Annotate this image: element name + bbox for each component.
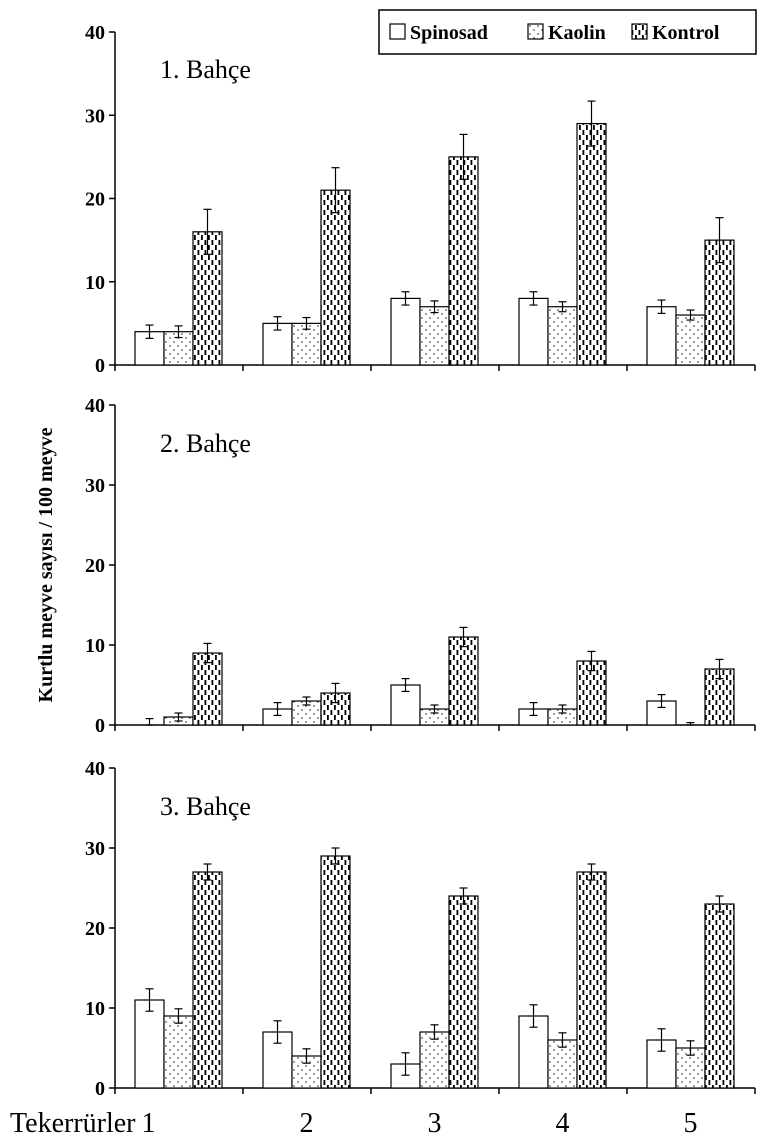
bar-kaolin-4 [547, 1039, 578, 1089]
x-category-label-3: 3 [428, 1108, 442, 1139]
legend-swatch-kontrol [631, 23, 648, 40]
panel-title: 2. Bahçe [160, 429, 251, 458]
bar-kontrol-2 [320, 855, 351, 1089]
bar-kontrol-4 [576, 871, 607, 1089]
legend-label-kontrol: Kontrol [652, 22, 720, 44]
bar-spinosad-3 [390, 297, 421, 366]
y-tick-label: 10 [85, 272, 105, 294]
panel-title: 1. Bahçe [160, 55, 251, 84]
bar-spinosad-5 [646, 306, 677, 366]
y-tick-label: 40 [85, 395, 105, 417]
bar-spinosad-4 [518, 297, 549, 366]
y-tick-label: 0 [95, 715, 105, 737]
bar-kontrol-4 [576, 122, 607, 366]
panel-2: 0 10 20 30 40 2. Bahçe [85, 395, 756, 737]
y-tick-label: 10 [85, 998, 105, 1020]
y-tick-label: 40 [85, 22, 105, 44]
bar-kontrol-2 [320, 189, 351, 366]
panel-1: 0 10 20 30 40 1. Bahçe [85, 22, 756, 377]
bar-kaolin-4 [547, 306, 578, 366]
bar-spinosad-1 [134, 999, 165, 1089]
x-category-label-5: 5 [684, 1108, 698, 1139]
bar-kontrol-1 [192, 652, 223, 726]
y-tick-label: 40 [85, 758, 105, 780]
panel-3: 0 10 20 30 40 3. Bahçe [85, 758, 756, 1100]
x-category-label-4: 4 [556, 1108, 570, 1139]
legend-swatch-spinosad [389, 23, 406, 40]
bar-kaolin-3 [419, 306, 450, 366]
bar-kontrol-3 [448, 895, 479, 1089]
x-axis-title: Tekerrürler [10, 1108, 136, 1139]
x-category-label-1: 1 [142, 1108, 156, 1139]
bar-kaolin-5 [675, 314, 706, 366]
x-category-label-2: 2 [300, 1108, 314, 1139]
bar-kaolin-1 [163, 1015, 194, 1089]
y-tick-label: 30 [85, 838, 105, 860]
y-tick-label: 30 [85, 105, 105, 127]
y-tick-label: 20 [85, 555, 105, 577]
bar-kaolin-3 [419, 1031, 450, 1089]
y-tick-label: 0 [95, 355, 105, 377]
y-tick-label: 10 [85, 635, 105, 657]
legend-swatch-kaolin [527, 23, 544, 40]
legend: Spinosad Kaolin Kontrol [378, 9, 757, 55]
y-tick-label: 30 [85, 475, 105, 497]
y-tick-label: 20 [85, 189, 105, 211]
bar-kontrol-3 [448, 156, 479, 366]
panel-title: 3. Bahçe [160, 792, 251, 821]
y-tick-label: 0 [95, 1078, 105, 1100]
bar-kontrol-2 [320, 692, 351, 726]
legend-label-spinosad: Spinosad [410, 22, 488, 44]
bar-spinosad-4 [518, 1015, 549, 1089]
bar-kontrol-3 [448, 636, 479, 726]
y-axis-title: Kurtlu meyve sayısı / 100 meyve [35, 427, 57, 702]
legend-box [378, 9, 757, 55]
y-tick-label: 20 [85, 918, 105, 940]
bar-kontrol-5 [704, 903, 735, 1089]
bar-kontrol-1 [192, 871, 223, 1089]
legend-label-kaolin: Kaolin [548, 22, 606, 44]
